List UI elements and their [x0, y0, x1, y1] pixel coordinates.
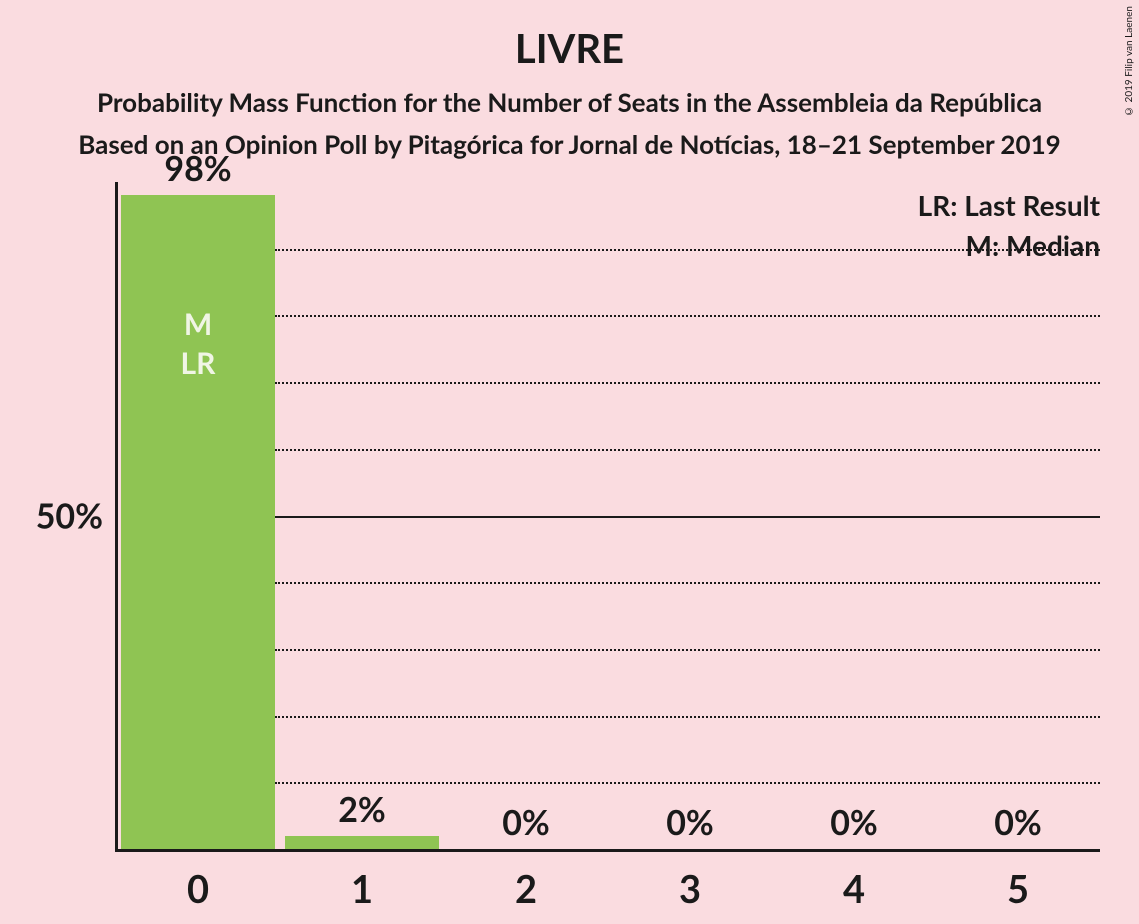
gridline — [275, 382, 1100, 384]
legend-median: M: Median — [966, 228, 1100, 262]
gridline — [275, 582, 1100, 584]
bar-value-label: 0% — [830, 802, 878, 843]
x-axis-tick-label: 2 — [515, 866, 537, 912]
chart-title: LIVRE — [0, 0, 1139, 72]
bar: 98%MLR — [121, 195, 275, 849]
x-axis-tick-label: 5 — [1007, 866, 1029, 912]
y-axis-label: 50% — [36, 495, 103, 536]
chart-subtitle-1: Probability Mass Function for the Number… — [0, 72, 1139, 118]
gridline — [275, 315, 1100, 317]
gridline — [275, 449, 1100, 451]
gridline — [275, 716, 1100, 718]
gridline — [275, 516, 1100, 518]
bar-value-label: 0% — [502, 802, 550, 843]
chart-plot-area: LR: Last Result M: Median 50%98%MLR02%10… — [115, 182, 1100, 852]
legend-last-result: LR: Last Result — [918, 188, 1100, 222]
y-axis — [115, 182, 118, 852]
x-axis-tick-label: 3 — [679, 866, 701, 912]
x-axis — [115, 849, 1100, 852]
x-axis-tick-label: 0 — [187, 866, 209, 912]
x-axis-tick-label: 4 — [843, 866, 865, 912]
gridline — [275, 782, 1100, 784]
bar-value-label: 0% — [666, 802, 714, 843]
gridline — [275, 249, 1100, 251]
bar-value-label: 0% — [994, 802, 1042, 843]
bar: 2% — [285, 836, 439, 849]
x-axis-tick-label: 1 — [351, 866, 373, 912]
gridline — [275, 649, 1100, 651]
copyright-text: © 2019 Filip van Laenen — [1123, 6, 1135, 117]
bar-annotation: MLR — [181, 305, 216, 383]
bar-value-label: 98% — [164, 148, 231, 189]
bar-value-label: 2% — [338, 789, 386, 830]
